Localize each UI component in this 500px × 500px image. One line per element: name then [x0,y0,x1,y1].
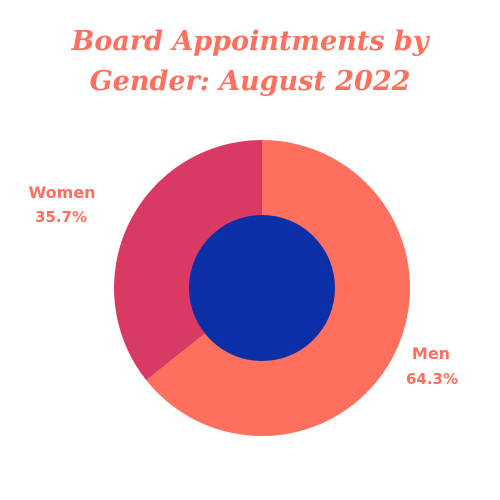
chart-title-line-1: Board Appointments by [71,26,429,57]
chart-title: Board Appointments by Gender: August 202… [0,22,500,102]
slice-label-men: Men [412,344,450,363]
donut-center [189,215,335,361]
chart-title-line-2: Gender: August 2022 [89,66,411,97]
slice-value-women: 35.7% [35,208,87,226]
slice-label-women: Women [29,183,96,202]
pie-slice-women [114,140,263,381]
slice-value-men: 64.3% [406,370,458,388]
